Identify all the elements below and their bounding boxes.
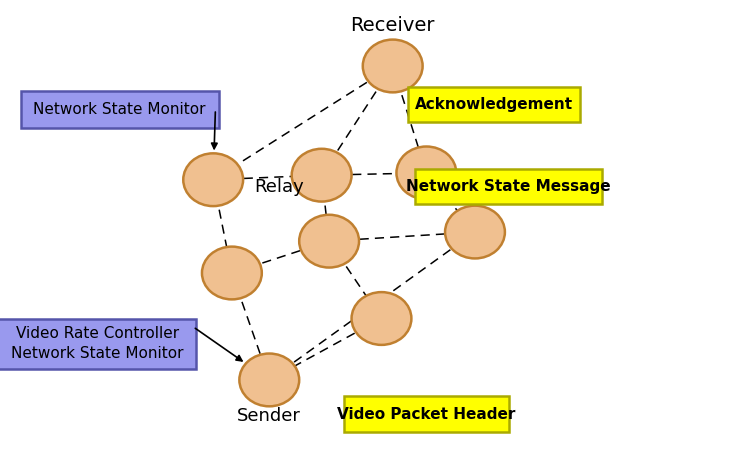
Text: Relay: Relay — [254, 177, 304, 196]
Text: Sender: Sender — [237, 407, 301, 425]
Ellipse shape — [352, 292, 411, 345]
FancyBboxPatch shape — [0, 318, 196, 369]
Ellipse shape — [183, 153, 243, 206]
Text: Video Rate Controller: Video Rate Controller — [16, 326, 179, 341]
Ellipse shape — [396, 147, 456, 199]
Text: Receiver: Receiver — [351, 15, 435, 35]
Text: Network State Message: Network State Message — [406, 179, 611, 194]
Ellipse shape — [239, 354, 299, 406]
Ellipse shape — [363, 40, 423, 92]
Text: Network State Monitor: Network State Monitor — [11, 346, 183, 361]
Ellipse shape — [292, 149, 352, 202]
Text: Acknowledgement: Acknowledgement — [414, 97, 573, 112]
Ellipse shape — [445, 206, 505, 258]
Ellipse shape — [202, 247, 262, 299]
FancyBboxPatch shape — [408, 87, 580, 122]
FancyBboxPatch shape — [415, 169, 602, 204]
Text: Network State Monitor: Network State Monitor — [34, 102, 206, 116]
FancyBboxPatch shape — [21, 91, 219, 128]
FancyBboxPatch shape — [344, 396, 509, 432]
Text: Video Packet Header: Video Packet Header — [337, 407, 515, 421]
Ellipse shape — [299, 215, 359, 268]
